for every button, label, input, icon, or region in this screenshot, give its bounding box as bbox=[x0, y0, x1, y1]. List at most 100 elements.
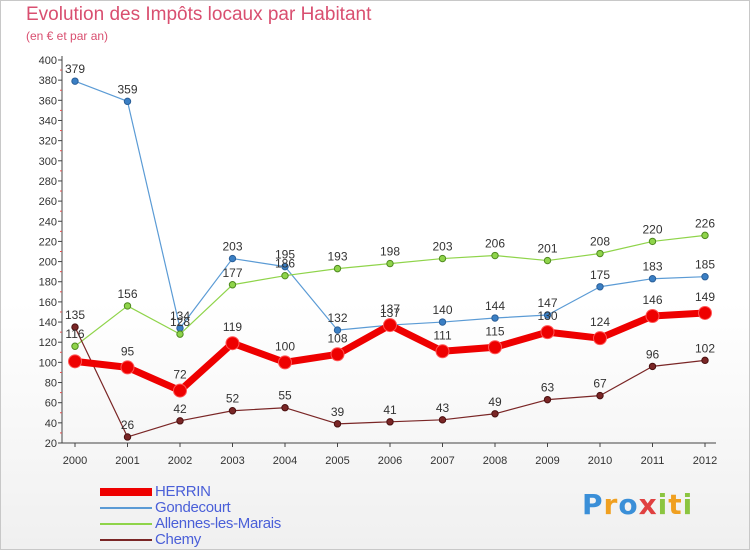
data-label-allennes-les-marais: 198 bbox=[380, 245, 400, 259]
data-point-chemy bbox=[123, 433, 132, 441]
data-label-chemy: 63 bbox=[541, 381, 555, 395]
x-tick-label: 2011 bbox=[641, 455, 665, 467]
data-point-herrin bbox=[173, 383, 187, 398]
data-label-chemy: 52 bbox=[226, 392, 240, 406]
data-label-chemy: 49 bbox=[488, 395, 502, 409]
data-label-allennes-les-marais: 193 bbox=[327, 250, 347, 264]
data-label-allennes-les-marais: 201 bbox=[537, 242, 557, 256]
y-tick-label: 80 bbox=[45, 378, 57, 390]
x-tick-label: 2002 bbox=[168, 455, 192, 467]
data-label-chemy: 67 bbox=[593, 377, 607, 391]
y-tick-label: 260 bbox=[39, 196, 57, 208]
data-label-allennes-les-marais: 226 bbox=[695, 216, 715, 230]
data-point-herrin bbox=[225, 336, 240, 351]
x-tick-label: 2008 bbox=[483, 455, 507, 467]
data-label-herrin: 111 bbox=[433, 328, 452, 342]
data-point-allennes-les-marais bbox=[438, 254, 447, 263]
logo-letter: x bbox=[638, 488, 658, 521]
y-tick-label: 380 bbox=[39, 75, 57, 87]
data-label-herrin: 108 bbox=[327, 331, 347, 345]
data-label-gondecourt: 183 bbox=[642, 260, 662, 274]
data-point-gondecourt bbox=[71, 77, 79, 85]
y-tick-label: 340 bbox=[39, 115, 57, 127]
legend-swatch-line bbox=[100, 539, 152, 541]
x-tick-label: 2009 bbox=[535, 455, 559, 467]
data-point-allennes-les-marais bbox=[701, 231, 709, 240]
data-point-allennes-les-marais bbox=[596, 249, 604, 258]
y-tick-label: 160 bbox=[39, 297, 57, 309]
data-label-chemy: 135 bbox=[65, 308, 85, 322]
data-label-gondecourt: 144 bbox=[485, 299, 505, 313]
data-point-herrin bbox=[435, 344, 450, 359]
legend-swatch-line bbox=[100, 507, 152, 509]
data-label-herrin: 130 bbox=[537, 309, 557, 323]
y-tick-label: 180 bbox=[39, 277, 57, 289]
data-point-chemy bbox=[596, 391, 604, 400]
logo-letter: t bbox=[668, 488, 683, 521]
data-point-chemy bbox=[228, 407, 237, 415]
data-label-herrin: 100 bbox=[275, 339, 295, 353]
data-label-allennes-les-marais: 203 bbox=[432, 240, 452, 254]
data-point-gondecourt bbox=[438, 318, 447, 326]
data-label-gondecourt: 203 bbox=[222, 240, 242, 254]
data-label-allennes-les-marais: 116 bbox=[65, 327, 84, 341]
data-point-allennes-les-marais bbox=[176, 330, 184, 338]
x-tick-label: 2006 bbox=[378, 455, 402, 467]
data-label-allennes-les-marais: 206 bbox=[485, 237, 505, 251]
data-point-herrin bbox=[698, 305, 712, 320]
legend-swatch bbox=[100, 532, 152, 548]
data-point-gondecourt bbox=[281, 262, 289, 271]
proxiti-logo: Proxiti bbox=[582, 488, 693, 521]
data-point-chemy bbox=[701, 356, 709, 365]
data-label-gondecourt: 359 bbox=[117, 82, 137, 96]
data-label-gondecourt: 132 bbox=[327, 311, 347, 325]
logo-letter: i bbox=[682, 488, 694, 521]
legend-swatch-line bbox=[100, 523, 152, 525]
data-point-herrin bbox=[330, 347, 345, 362]
legend-label: Gondecourt bbox=[155, 499, 231, 516]
data-point-allennes-les-marais bbox=[228, 281, 237, 289]
data-point-allennes-les-marais bbox=[543, 256, 552, 265]
data-label-chemy: 43 bbox=[436, 401, 450, 415]
logo-letter: P bbox=[582, 488, 604, 521]
data-point-chemy bbox=[386, 418, 394, 426]
data-label-gondecourt: 379 bbox=[65, 62, 85, 76]
legend-swatch bbox=[100, 500, 152, 516]
data-label-chemy: 102 bbox=[695, 341, 715, 355]
data-point-allennes-les-marais bbox=[71, 342, 79, 350]
data-point-gondecourt bbox=[228, 254, 237, 263]
y-tick-label: 100 bbox=[39, 357, 57, 369]
x-tick-label: 2001 bbox=[115, 455, 139, 467]
y-tick-label: 120 bbox=[39, 337, 57, 349]
y-tick-label: 220 bbox=[39, 236, 57, 248]
x-tick-label: 2000 bbox=[63, 455, 87, 467]
data-point-allennes-les-marais bbox=[648, 237, 657, 246]
y-tick-label: 400 bbox=[39, 55, 57, 67]
x-tick-label: 2012 bbox=[693, 455, 717, 467]
data-label-herrin: 119 bbox=[223, 320, 242, 334]
data-label-herrin: 115 bbox=[485, 324, 504, 338]
data-point-allennes-les-marais bbox=[386, 259, 394, 268]
y-tick-label: 40 bbox=[45, 418, 57, 430]
legend-label: Allennes-les-Marais bbox=[155, 515, 282, 532]
data-label-herrin: 149 bbox=[695, 290, 715, 304]
data-label-gondecourt: 137 bbox=[380, 306, 400, 320]
series-line-gondecourt bbox=[74, 80, 706, 331]
data-label-chemy: 26 bbox=[121, 418, 135, 432]
data-point-herrin bbox=[540, 325, 555, 340]
data-label-allennes-les-marais: 220 bbox=[642, 222, 662, 236]
data-label-chemy: 96 bbox=[646, 347, 660, 361]
data-point-herrin bbox=[383, 318, 397, 333]
data-point-allennes-les-marais bbox=[333, 264, 342, 273]
data-point-chemy bbox=[648, 362, 657, 371]
data-label-allennes-les-marais: 186 bbox=[275, 257, 295, 271]
data-point-gondecourt bbox=[596, 283, 604, 291]
x-tick-label: 2010 bbox=[588, 455, 612, 467]
data-label-gondecourt: 140 bbox=[432, 303, 452, 317]
data-point-herrin bbox=[278, 355, 292, 370]
data-label-allennes-les-marais: 128 bbox=[170, 315, 190, 329]
y-tick-label: 280 bbox=[39, 176, 57, 188]
data-point-chemy bbox=[438, 416, 447, 424]
data-label-allennes-les-marais: 156 bbox=[117, 287, 137, 301]
